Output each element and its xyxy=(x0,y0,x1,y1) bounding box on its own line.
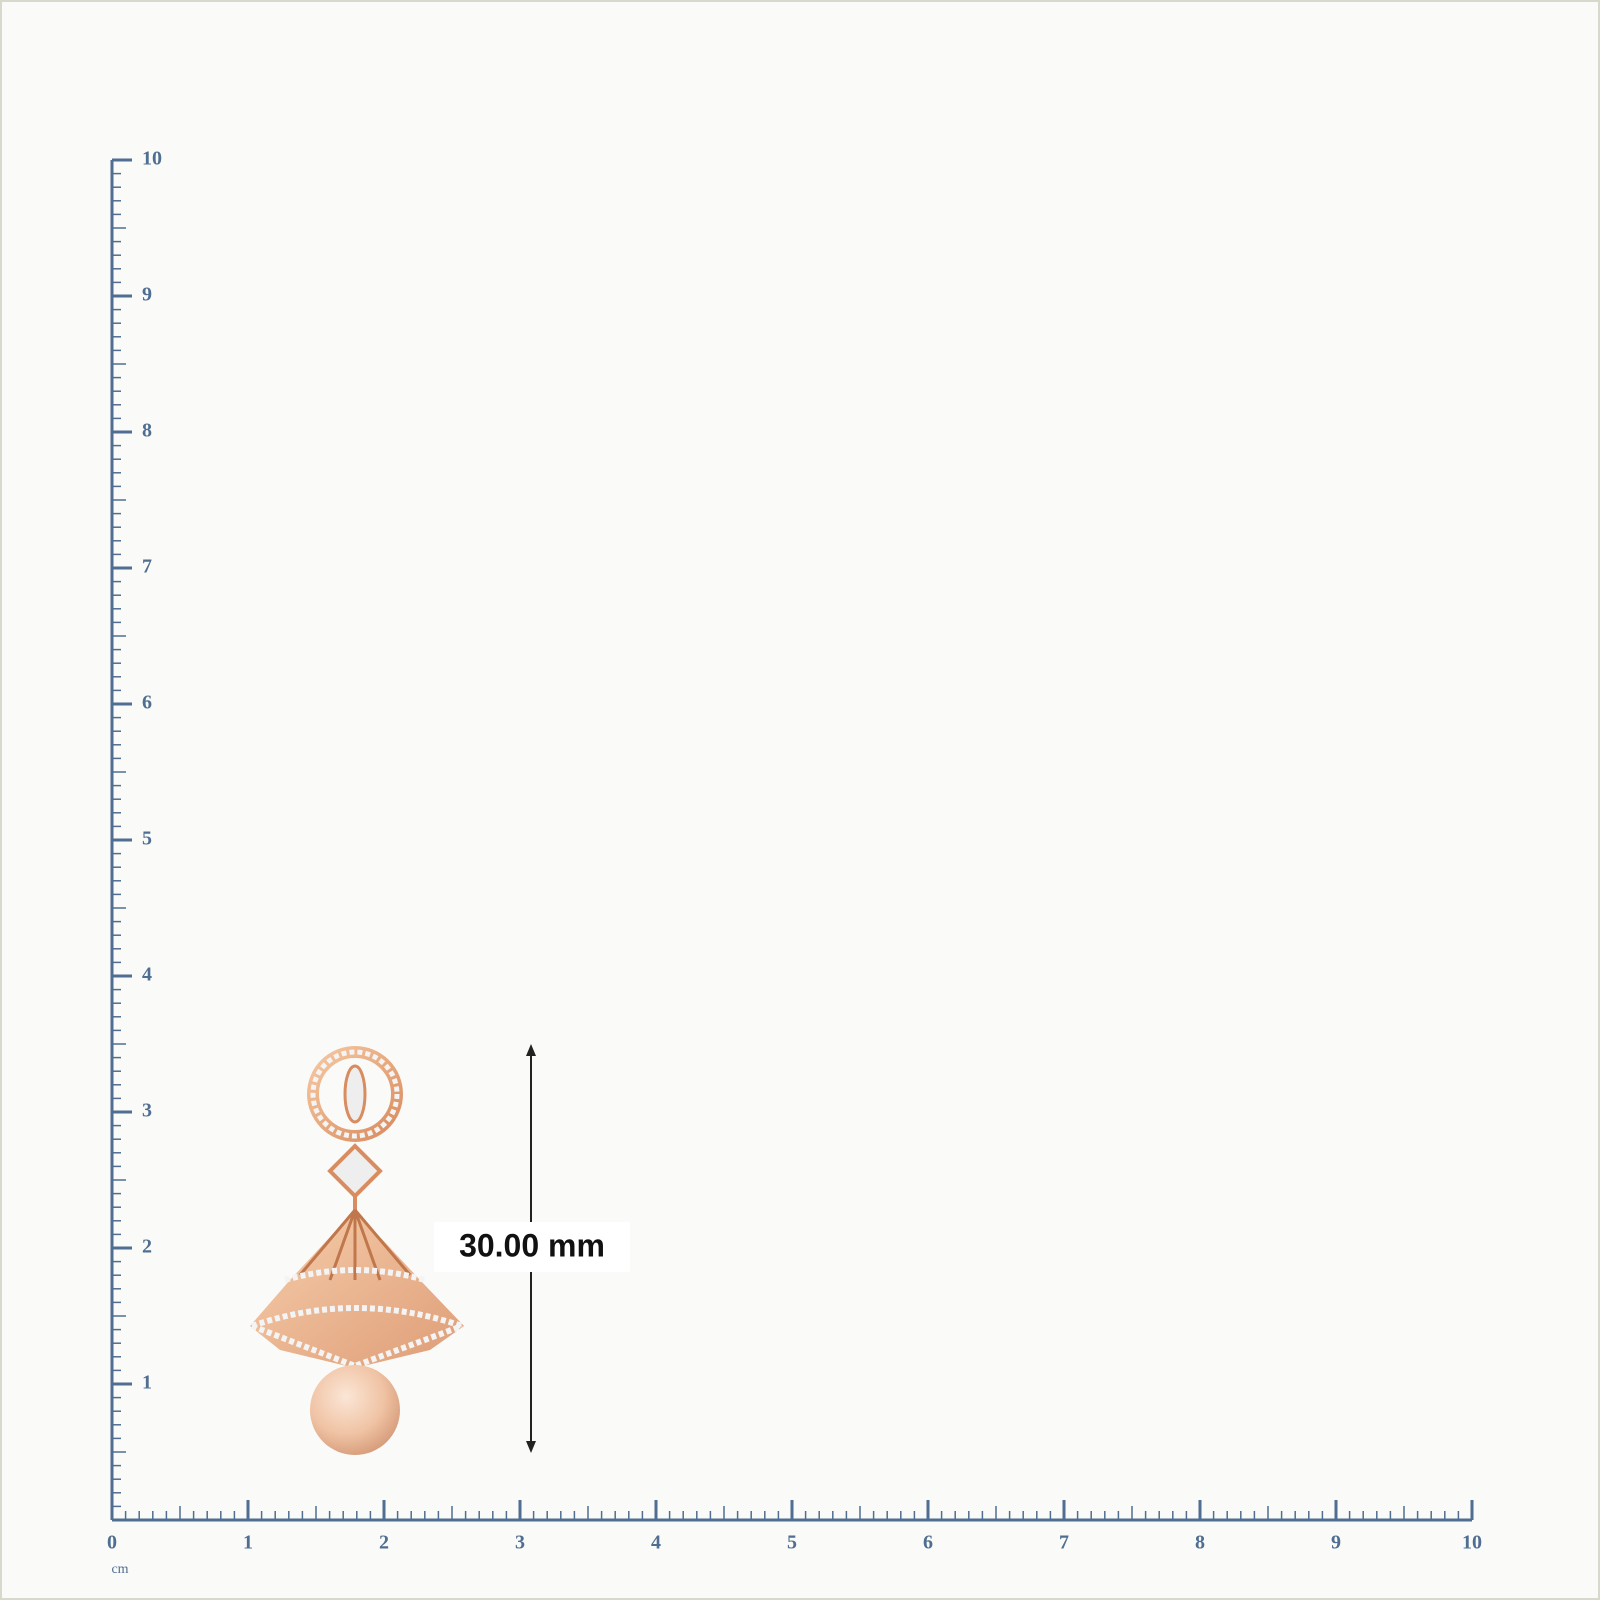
x-label: 8 xyxy=(1195,1532,1205,1554)
y-label: 7 xyxy=(142,556,152,578)
measurement-arrow: 30.00 mm xyxy=(434,1044,630,1453)
x-label: 7 xyxy=(1059,1532,1069,1554)
y-label: 6 xyxy=(142,692,152,714)
measurement-label: 30.00 mm xyxy=(459,1227,605,1263)
y-label: 5 xyxy=(142,828,152,850)
y-label: 9 xyxy=(142,284,152,306)
ruler: 0 1 2 3 4 5 6 7 8 9 10 1 2 3 4 5 6 7 8 9 10 cm xyxy=(107,148,1482,1578)
y-label: 3 xyxy=(142,1100,152,1122)
x-label: 1 xyxy=(243,1532,253,1554)
x-label: 6 xyxy=(923,1532,933,1554)
x-label: 0 xyxy=(107,1532,117,1554)
x-label: 4 xyxy=(651,1532,661,1554)
x-label: 5 xyxy=(787,1532,797,1554)
y-label: 8 xyxy=(142,420,152,442)
x-label: 10 xyxy=(1462,1532,1482,1554)
y-label: 4 xyxy=(142,964,152,986)
x-label: 9 xyxy=(1331,1532,1341,1554)
earring xyxy=(250,1046,464,1455)
x-label: 2 xyxy=(379,1532,389,1554)
x-label: 3 xyxy=(515,1532,525,1554)
unit-label: cm xyxy=(111,1562,128,1577)
y-label: 10 xyxy=(142,148,162,170)
y-label: 1 xyxy=(142,1372,152,1394)
y-label: 2 xyxy=(142,1236,152,1258)
